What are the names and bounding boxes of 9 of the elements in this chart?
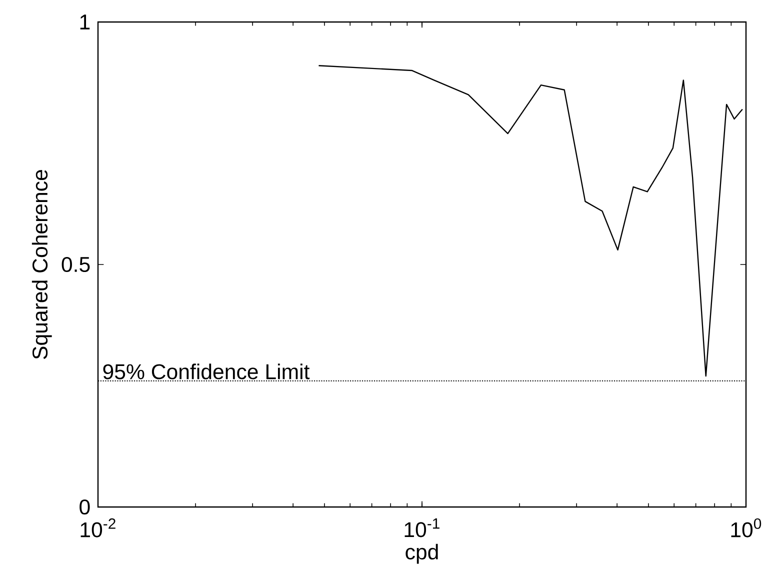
y-axis-title: Squared Coherence	[32, 170, 52, 359]
y-tick-label: 0	[80, 499, 90, 515]
x-axis-title: cpd	[406, 544, 438, 564]
x-tick-label: 10$^{-2}$	[80, 518, 116, 538]
y-tick-label: 1	[80, 14, 90, 30]
y-tick-label: 0.5	[62, 256, 90, 272]
x-tick-label: 10$^{-1}$	[404, 518, 440, 538]
x-tick-label: 10$^{0}$	[731, 518, 762, 538]
ref-line-label: 95% Confidence Limit	[103, 364, 310, 380]
